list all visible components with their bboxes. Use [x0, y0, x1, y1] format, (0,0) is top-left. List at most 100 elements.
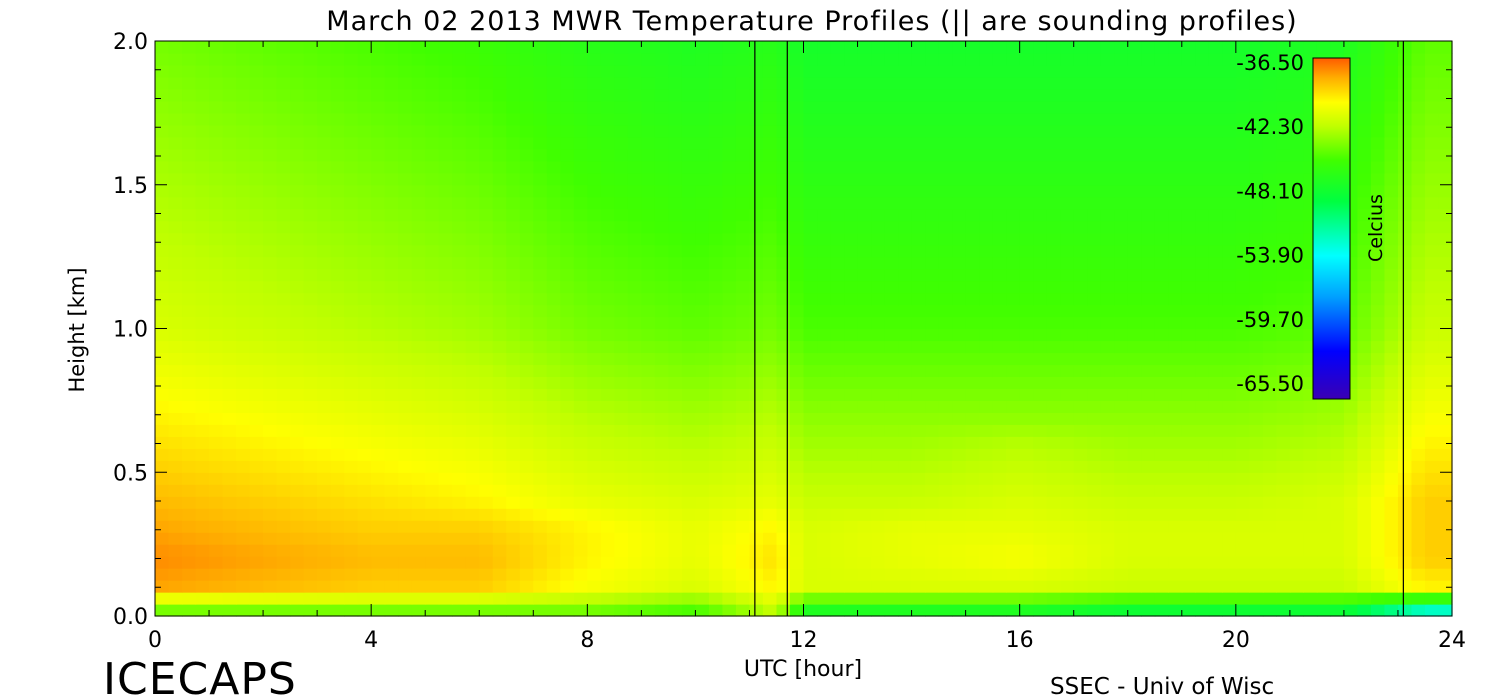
- heatmap-cell: [668, 304, 683, 318]
- heatmap-cell: [1222, 304, 1237, 318]
- heatmap-cell: [1127, 184, 1142, 198]
- heatmap-cell: [330, 340, 345, 354]
- heatmap-cell: [1397, 568, 1413, 581]
- heatmap-cell: [263, 400, 278, 413]
- heatmap-cell: [479, 328, 494, 342]
- heatmap-cell: [182, 64, 197, 78]
- heatmap-cell: [371, 232, 386, 246]
- heatmap-cell: [803, 64, 818, 78]
- heatmap-cell: [546, 472, 561, 485]
- heatmap-cell: [1289, 604, 1304, 617]
- heatmap-cell: [1154, 352, 1169, 366]
- heatmap-cell: [1141, 556, 1156, 569]
- heatmap-cell: [155, 76, 170, 90]
- heatmap-cell: [911, 220, 926, 234]
- heatmap-cell: [290, 52, 305, 66]
- heatmap-cell: [560, 544, 575, 557]
- heatmap-cell: [1370, 532, 1386, 545]
- heatmap-cell: [1424, 592, 1440, 605]
- heatmap-cell: [573, 340, 588, 354]
- heatmap-cell: [803, 148, 818, 162]
- heatmap-cell: [533, 424, 548, 437]
- heatmap-cell: [857, 472, 872, 485]
- heatmap-cell: [965, 388, 980, 401]
- heatmap-cell: [330, 208, 345, 222]
- heatmap-cell: [1100, 340, 1115, 354]
- heatmap-cell: [560, 508, 575, 521]
- heatmap-cell: [668, 592, 683, 605]
- heatmap-cell: [155, 388, 170, 401]
- heatmap-cell: [1249, 52, 1264, 66]
- heatmap-cell: [1195, 436, 1210, 449]
- heatmap-cell: [749, 52, 764, 66]
- heatmap-cell: [168, 88, 183, 102]
- heatmap-cell: [168, 400, 183, 413]
- heatmap-cell: [1181, 280, 1196, 294]
- heatmap-cell: [803, 136, 818, 150]
- heatmap-cell: [1384, 412, 1399, 425]
- heatmap-cell: [506, 160, 521, 174]
- heatmap-cell: [1208, 100, 1223, 114]
- heatmap-cell: [438, 496, 453, 509]
- heatmap-cell: [789, 472, 805, 485]
- heatmap-cell: [600, 244, 615, 258]
- heatmap-cell: [803, 172, 818, 186]
- heatmap-cell: [182, 316, 197, 330]
- heatmap-cell: [1235, 556, 1250, 569]
- heatmap-cell: [533, 112, 548, 126]
- heatmap-cell: [1114, 544, 1129, 557]
- heatmap-cell: [317, 148, 332, 162]
- heatmap-cell: [1249, 124, 1264, 138]
- heatmap-cell: [303, 592, 318, 605]
- heatmap-cell: [600, 604, 615, 617]
- heatmap-cell: [519, 532, 534, 545]
- heatmap-cell: [384, 64, 399, 78]
- heatmap-cell: [411, 316, 426, 330]
- heatmap-cell: [290, 412, 305, 425]
- heatmap-cell: [641, 196, 656, 210]
- heatmap-cell: [168, 196, 183, 210]
- heatmap-cell: [371, 460, 386, 473]
- heatmap-cell: [479, 352, 494, 366]
- heatmap-cell: [952, 604, 967, 617]
- heatmap-cell: [844, 496, 859, 509]
- heatmap-cell: [1006, 436, 1021, 449]
- heatmap-cell: [1006, 136, 1021, 150]
- heatmap-cell: [1276, 484, 1291, 497]
- heatmap-cell: [1019, 568, 1034, 581]
- heatmap-cell: [425, 268, 440, 282]
- heatmap-cell: [1235, 184, 1250, 198]
- heatmap-cell: [1046, 316, 1061, 330]
- heatmap-cell: [344, 496, 359, 509]
- heatmap-cell: [762, 436, 778, 449]
- heatmap-cell: [1424, 364, 1440, 378]
- heatmap-cell: [911, 316, 926, 330]
- heatmap-cell: [479, 460, 494, 473]
- heatmap-cell: [1019, 292, 1034, 306]
- heatmap-cell: [290, 340, 305, 354]
- heatmap-cell: [1019, 100, 1034, 114]
- heatmap-cell: [357, 304, 372, 318]
- heatmap-cell: [1343, 508, 1359, 521]
- heatmap-cell: [1343, 448, 1359, 461]
- heatmap-cell: [1384, 460, 1399, 473]
- heatmap-cell: [546, 412, 561, 425]
- heatmap-cell: [789, 364, 805, 378]
- heatmap-cell: [668, 496, 683, 509]
- heatmap-cell: [249, 196, 264, 210]
- heatmap-cell: [627, 280, 642, 294]
- heatmap-cell: [1330, 400, 1345, 413]
- heatmap-cell: [871, 184, 886, 198]
- heatmap-cell: [411, 340, 426, 354]
- heatmap-cell: [681, 448, 697, 461]
- heatmap-cell: [668, 388, 683, 401]
- heatmap-cell: [762, 364, 778, 378]
- heatmap-cell: [1438, 328, 1453, 342]
- heatmap-cell: [1087, 328, 1102, 342]
- heatmap-cell: [249, 172, 264, 186]
- heatmap-cell: [925, 496, 940, 509]
- heatmap-cell: [1181, 52, 1196, 66]
- heatmap-cell: [1289, 232, 1304, 246]
- heatmap-cell: [411, 280, 426, 294]
- heatmap-cell: [1303, 520, 1318, 533]
